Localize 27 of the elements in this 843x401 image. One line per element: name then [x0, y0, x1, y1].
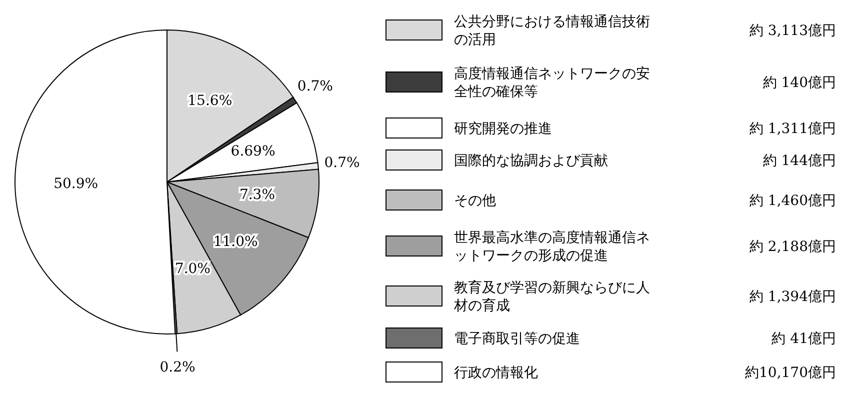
text: 約 144億円: [762, 153, 836, 169]
data-label: 50.9%: [54, 176, 98, 192]
data-label: 7.3%: [239, 186, 276, 203]
text: 約 3,113億円: [749, 23, 836, 39]
text: 約 1,394億円: [749, 289, 836, 305]
legend-label: 国際的な協調および貢献: [454, 153, 608, 169]
legend-label: 教育及び学習の新興ならびに人材の育成: [453, 279, 650, 314]
data-label: 15.6%: [188, 93, 232, 110]
legend-label: 高度情報通信ネットワークの安全性の確保等: [454, 66, 650, 100]
legend-label: その他: [454, 193, 496, 209]
data-label: 0.7%: [297, 78, 334, 95]
legend-label: 公共分野における情報通信技術の活用: [454, 14, 650, 48]
text: 約 2,188億円: [749, 239, 836, 255]
legend-label: 電子商取引等の促進: [454, 331, 580, 347]
text: 約 140億円: [762, 75, 836, 91]
text: 約 41億円: [772, 331, 836, 347]
data-label: 11.0%: [213, 234, 258, 250]
legend-label: 世界最高水準の高度情報通信ネットワークの形成の促進: [454, 230, 650, 264]
data-label: 0.2%: [160, 359, 196, 376]
data-label: 7.0%: [174, 261, 211, 278]
text: 約10,170億円: [745, 365, 836, 381]
data-label: 0.7%: [324, 155, 360, 172]
text: 約 1,311億円: [749, 121, 836, 137]
legend-label: 行政の情報化: [454, 365, 538, 381]
data-label: 6.69%: [230, 143, 276, 160]
text: 約 1,460億円: [749, 193, 836, 209]
legend-label: 研究開発の推進: [454, 121, 552, 137]
